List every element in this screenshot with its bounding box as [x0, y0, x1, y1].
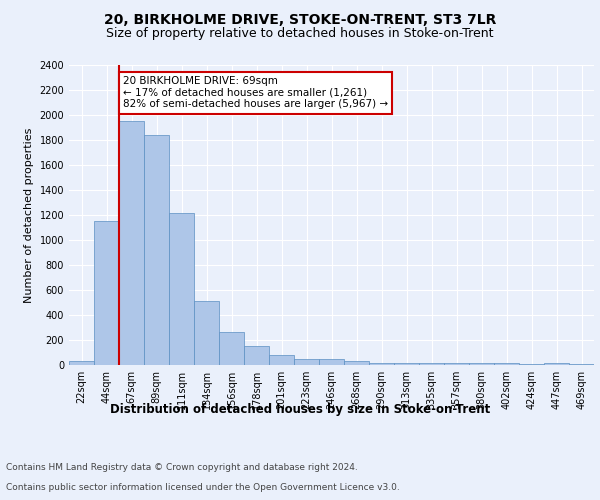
Bar [419, 363, 444, 365]
Bar [369, 363, 394, 365]
Bar [94, 220, 119, 365]
Bar [394, 363, 419, 365]
Bar [319, 360, 344, 365]
Bar [519, 364, 544, 365]
Text: Distribution of detached houses by size in Stoke-on-Trent: Distribution of detached houses by size … [110, 402, 490, 415]
Text: 20, BIRKHOLME DRIVE, STOKE-ON-TRENT, ST3 7LR: 20, BIRKHOLME DRIVE, STOKE-ON-TRENT, ST3… [104, 12, 496, 26]
Bar [494, 363, 519, 365]
Bar [69, 361, 94, 365]
Bar [444, 363, 469, 365]
Bar [294, 360, 319, 365]
Bar [244, 346, 269, 365]
Bar [569, 364, 594, 365]
Bar [169, 213, 194, 365]
Text: Contains HM Land Registry data © Crown copyright and database right 2024.: Contains HM Land Registry data © Crown c… [6, 464, 358, 472]
Y-axis label: Number of detached properties: Number of detached properties [24, 128, 34, 302]
Text: 20 BIRKHOLME DRIVE: 69sqm
← 17% of detached houses are smaller (1,261)
82% of se: 20 BIRKHOLME DRIVE: 69sqm ← 17% of detac… [123, 76, 388, 110]
Bar [219, 332, 244, 365]
Bar [194, 300, 219, 365]
Bar [119, 121, 144, 365]
Bar [344, 361, 369, 365]
Bar [544, 363, 569, 365]
Text: Contains public sector information licensed under the Open Government Licence v3: Contains public sector information licen… [6, 484, 400, 492]
Bar [269, 355, 294, 365]
Text: Size of property relative to detached houses in Stoke-on-Trent: Size of property relative to detached ho… [106, 28, 494, 40]
Bar [469, 363, 494, 365]
Bar [144, 135, 169, 365]
